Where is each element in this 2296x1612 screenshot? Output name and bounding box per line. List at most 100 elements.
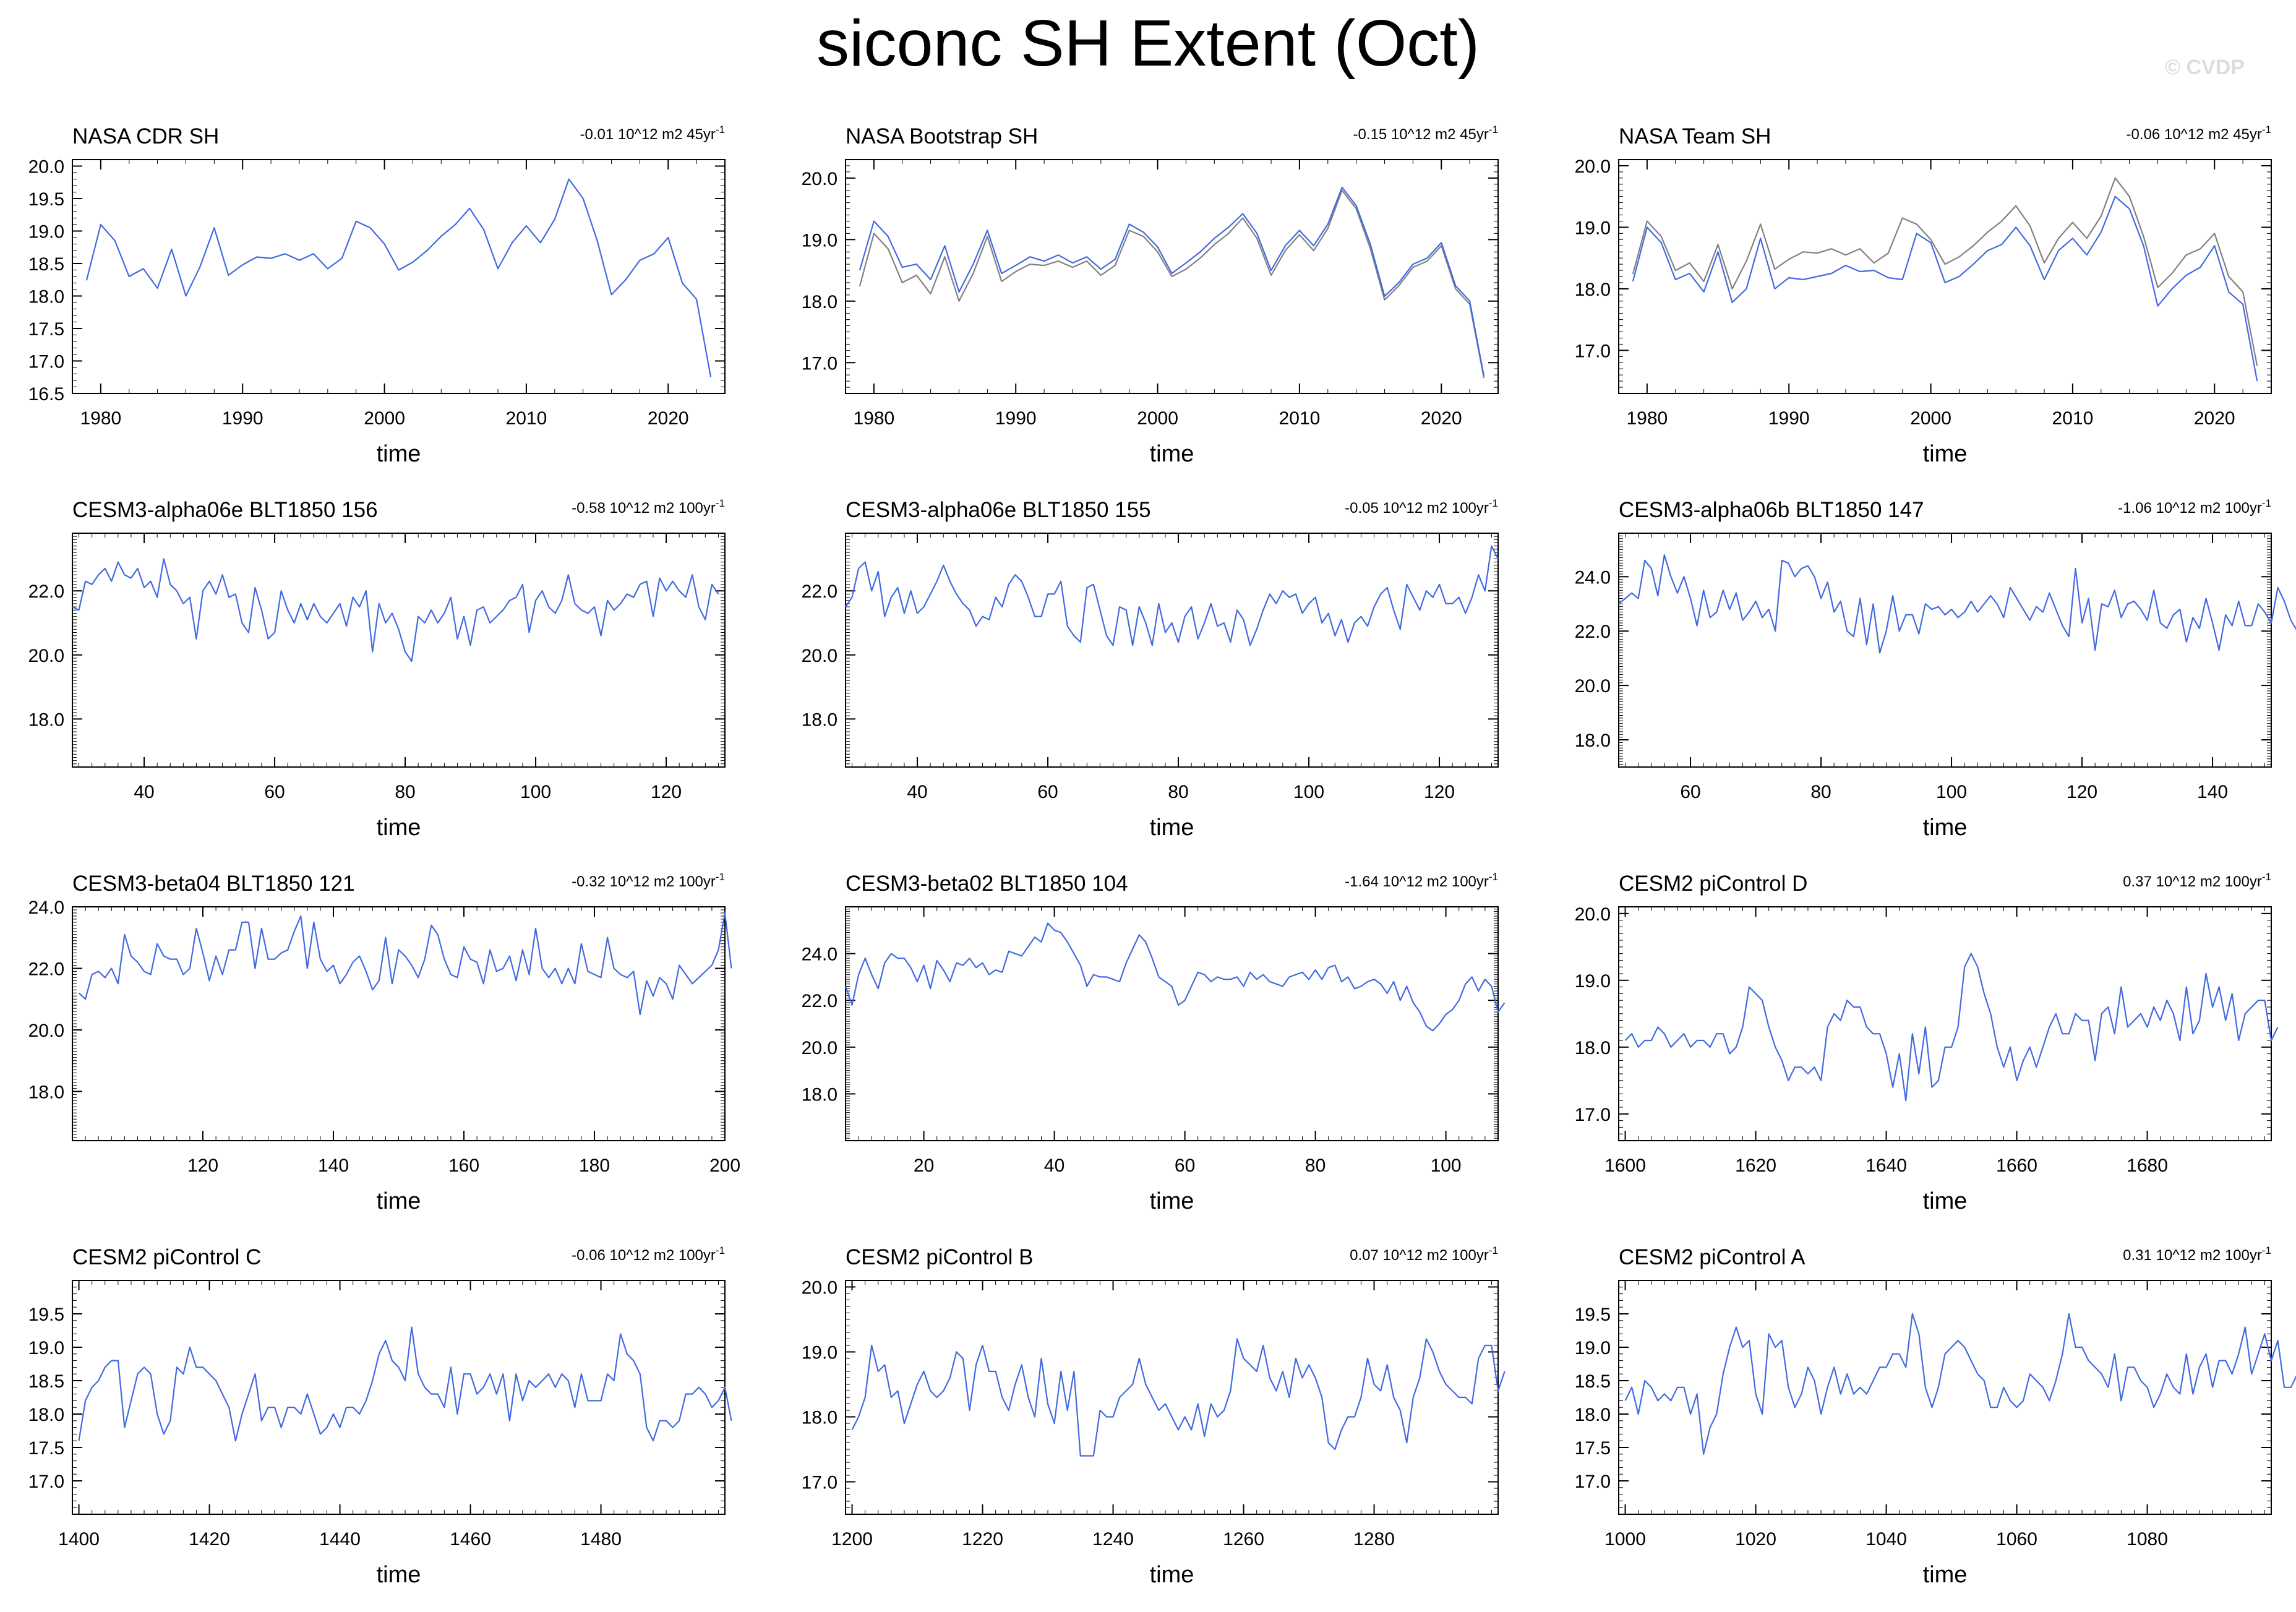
- y-tick-label: 19.0: [802, 1343, 837, 1363]
- x-tick-label: 80: [1305, 1155, 1326, 1176]
- panel-title: CESM2 piControl B: [846, 1245, 1033, 1269]
- y-tick-label: 19.0: [802, 230, 837, 251]
- series-line: [85, 178, 712, 377]
- x-tick-label: 1220: [962, 1529, 1003, 1550]
- plot-frame: [72, 1280, 726, 1515]
- x-tick-label: 1060: [1996, 1529, 2037, 1550]
- panel-title: CESM3-beta04 BLT1850 121: [72, 872, 355, 896]
- trend-exponent: -1: [1489, 497, 1498, 509]
- series-line: [859, 186, 1485, 377]
- x-tick-label: 1260: [1223, 1529, 1264, 1550]
- series-line: [1632, 195, 2258, 382]
- trend-exponent: -1: [2262, 1245, 2271, 1256]
- trend-exponent: -1: [1489, 124, 1498, 135]
- x-tick-label: 80: [395, 782, 415, 802]
- trend-value: -0.32 10^12 m2 100yr: [572, 873, 716, 890]
- x-tick-label: 2000: [1910, 408, 1951, 429]
- x-tick-label: 60: [264, 782, 285, 802]
- trend-value: -0.05 10^12 m2 100yr: [1345, 500, 1489, 517]
- y-tick-label: 20.0: [1575, 904, 1611, 925]
- plot-frame: [1618, 533, 2272, 768]
- x-tick-label: 160: [448, 1155, 479, 1176]
- panel-title: NASA Team SH: [1619, 124, 1771, 148]
- panel-5: CESM3-alpha06e BLT1850 155 -0.05 10^12 m2…: [802, 497, 1499, 841]
- x-tick-label: 1980: [1626, 408, 1668, 429]
- panel-title: CESM2 piControl D: [1619, 872, 1807, 896]
- y-tick-label: 20.0: [802, 1038, 837, 1058]
- y-tick-label: 19.0: [28, 1338, 64, 1358]
- y-tick-label: 17.5: [1575, 1438, 1611, 1459]
- reference-series-line: [1632, 177, 2258, 366]
- trend-exponent: -1: [2262, 871, 2271, 883]
- panel-title: CESM2 piControl A: [1619, 1245, 1806, 1269]
- trend-value: -1.64 10^12 m2 100yr: [1345, 873, 1489, 890]
- y-tick-label: 18.0: [28, 710, 64, 730]
- x-tick-label: 100: [1936, 782, 1967, 802]
- trend-label: -0.06 10^12 m2 45yr-1: [2126, 124, 2271, 143]
- x-tick-label: 2010: [1279, 408, 1321, 429]
- trend-exponent: -1: [716, 1245, 725, 1256]
- y-tick-label: 18.0: [1575, 1405, 1611, 1425]
- x-tick-label: 1020: [1735, 1529, 1776, 1550]
- y-tick-label: 20.0: [28, 1021, 64, 1041]
- y-tick-label: 20.0: [28, 157, 64, 178]
- series-line: [78, 1326, 732, 1442]
- y-tick-label: 19.0: [1575, 1338, 1611, 1358]
- plot-frame: [1618, 159, 2272, 394]
- y-tick-label: 18.5: [1575, 1371, 1611, 1392]
- x-tick-label: 2010: [2052, 408, 2094, 429]
- x-tick-label: 80: [1168, 782, 1188, 802]
- panel-7: CESM3-beta04 BLT1850 121 -0.32 10^12 m2 1…: [28, 871, 740, 1214]
- x-tick-label: 80: [1810, 782, 1831, 802]
- series-line: [1624, 953, 2279, 1102]
- trend-label: -0.06 10^12 m2 100yr-1: [572, 1245, 725, 1264]
- series-line: [78, 912, 732, 1016]
- trend-value: 0.07 10^12 m2 100yr: [1350, 1247, 1489, 1264]
- y-tick-label: 17.0: [802, 353, 837, 374]
- y-tick-label: 17.0: [28, 352, 64, 372]
- y-tick-label: 18.0: [802, 710, 837, 730]
- series-line: [851, 1338, 1506, 1457]
- panel-title: CESM2 piControl C: [72, 1245, 261, 1269]
- y-tick-label: 20.0: [802, 169, 837, 189]
- y-tick-label: 19.0: [28, 222, 64, 242]
- y-tick-label: 18.0: [1575, 731, 1611, 751]
- y-tick-label: 17.0: [1575, 1105, 1611, 1125]
- x-axis-label: time: [1150, 1188, 1194, 1214]
- plot-frame: [845, 533, 1499, 768]
- series-line: [1618, 554, 2296, 654]
- y-tick-label: 22.0: [28, 959, 64, 979]
- panel-title: NASA Bootstrap SH: [846, 124, 1038, 148]
- x-tick-label: 1420: [189, 1529, 230, 1550]
- trend-label: -0.15 10^12 m2 45yr-1: [1353, 124, 1498, 143]
- x-axis-label: time: [1923, 1188, 1968, 1214]
- y-tick-label: 17.0: [28, 1472, 64, 1492]
- x-tick-label: 180: [579, 1155, 610, 1176]
- x-tick-label: 140: [318, 1155, 349, 1176]
- x-tick-label: 1640: [1866, 1155, 1907, 1176]
- x-tick-label: 2020: [648, 408, 689, 429]
- x-tick-label: 1600: [1604, 1155, 1646, 1176]
- panel-title: CESM3-alpha06e BLT1850 155: [846, 498, 1151, 522]
- panel-12: CESM2 piControl A 0.31 10^12 m2 100yr-1 17…: [1575, 1245, 2296, 1588]
- panel-9: CESM2 piControl D 0.37 10^12 m2 100yr-1 17…: [1575, 871, 2279, 1214]
- y-tick-label: 17.0: [802, 1473, 837, 1493]
- x-tick-label: 2020: [1421, 408, 1462, 429]
- trend-label: -0.05 10^12 m2 100yr-1: [1345, 497, 1498, 517]
- trend-label: -0.32 10^12 m2 100yr-1: [572, 871, 725, 890]
- y-tick-label: 19.5: [28, 1305, 64, 1325]
- trend-label: -1.64 10^12 m2 100yr-1: [1345, 871, 1498, 890]
- x-tick-label: 100: [1293, 782, 1324, 802]
- trend-exponent: -1: [716, 497, 725, 509]
- reference-series-line: [859, 189, 1485, 379]
- y-tick-label: 24.0: [28, 898, 64, 918]
- trend-value: 0.31 10^12 m2 100yr: [2123, 1247, 2262, 1264]
- x-tick-label: 120: [187, 1155, 218, 1176]
- trend-value: -0.01 10^12 m2 45yr: [580, 126, 715, 143]
- trend-exponent: -1: [2262, 124, 2271, 135]
- trend-label: -0.01 10^12 m2 45yr-1: [580, 124, 725, 143]
- panel-title: CESM3-alpha06b BLT1850 147: [1619, 498, 1924, 522]
- y-tick-label: 18.0: [802, 1084, 837, 1105]
- x-axis-label: time: [377, 441, 421, 467]
- x-axis-label: time: [377, 1562, 421, 1588]
